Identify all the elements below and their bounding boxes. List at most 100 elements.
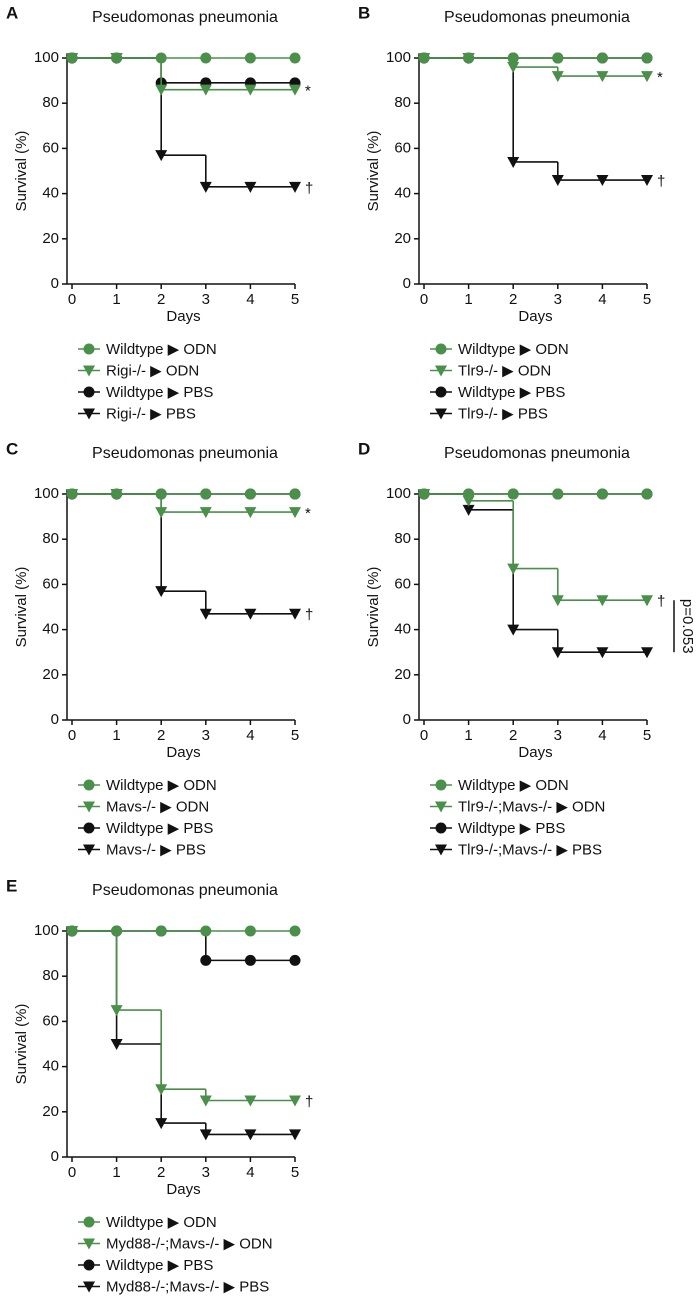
x-tick-label: 0	[420, 291, 428, 308]
marker	[435, 844, 447, 856]
marker	[289, 954, 301, 966]
marker	[289, 1095, 301, 1107]
panel-letter: D	[358, 439, 370, 458]
marker	[507, 488, 519, 500]
marker	[66, 488, 78, 500]
x-tick-label: 5	[291, 1164, 299, 1181]
y-tick-label: 80	[394, 94, 411, 111]
y-tick-label: 20	[42, 230, 59, 247]
x-tick-label: 2	[157, 1164, 165, 1181]
marker	[418, 488, 430, 500]
marker	[244, 608, 257, 620]
marker	[596, 595, 609, 607]
marker	[641, 52, 653, 64]
x-tick-label: 0	[420, 727, 428, 744]
marker	[641, 595, 653, 607]
marker	[552, 52, 564, 64]
marker	[435, 386, 447, 398]
marker	[110, 1039, 123, 1050]
legend-label: Rigi-/- ▶ PBS	[106, 405, 196, 422]
y-tick-label: 80	[394, 530, 411, 547]
marker	[244, 52, 256, 64]
marker	[462, 504, 475, 516]
marker	[551, 71, 564, 83]
marker	[641, 175, 653, 187]
legend-label: Wildtype ▶ PBS	[458, 384, 565, 401]
y-tick-label: 0	[51, 1148, 59, 1165]
marker	[289, 925, 301, 937]
marker	[199, 1095, 212, 1107]
legend-label: Myd88-/-;Mavs-/- ▶ PBS	[106, 1278, 269, 1295]
marker	[641, 647, 653, 659]
marker	[111, 925, 123, 937]
y-tick-label: 20	[394, 666, 411, 683]
marker	[199, 181, 212, 193]
end-label: †	[305, 1093, 313, 1110]
marker	[244, 507, 257, 519]
y-tick-label: 60	[42, 1012, 59, 1029]
end-label: †	[305, 607, 313, 624]
chart-title: Pseudomonas pneumonia	[92, 9, 278, 26]
panel: C Pseudomonas pneumonia 0 20 40 60 80 100 0 1 2 3 4 5…	[6, 439, 313, 858]
marker	[83, 408, 95, 420]
y-tick-label: 40	[42, 185, 59, 202]
marker	[596, 71, 609, 83]
y-tick-label: 60	[394, 575, 411, 592]
marker	[244, 181, 257, 193]
marker	[199, 1129, 212, 1141]
legend-label: Wildtype ▶ ODN	[458, 341, 569, 358]
marker	[155, 925, 167, 937]
x-tick-label: 1	[464, 291, 472, 308]
panel-letter: E	[6, 876, 17, 895]
legend-label: Wildtype ▶ ODN	[106, 341, 217, 358]
y-tick-label: 0	[403, 711, 411, 728]
marker	[83, 844, 95, 856]
panel: E Pseudomonas pneumonia 0 20 40 60 80 100 0 1 2 3 4 5…	[6, 876, 313, 1295]
marker	[200, 925, 212, 937]
marker	[289, 1129, 301, 1141]
panel: A Pseudomonas pneumonia 0 20 40 60 80 100 0 1 2 3 4 5…	[6, 3, 313, 422]
marker	[83, 1238, 95, 1250]
x-tick-label: 2	[157, 727, 165, 744]
marker	[200, 954, 212, 966]
y-tick-label: 40	[42, 621, 59, 638]
marker	[289, 181, 301, 193]
legend-label: Mavs-/- ▶ PBS	[106, 841, 206, 858]
x-tick-label: 3	[202, 1164, 210, 1181]
legend-label: Wildtype ▶ PBS	[106, 384, 213, 401]
y-tick-label: 80	[42, 530, 59, 547]
marker	[83, 1259, 95, 1271]
marker	[435, 822, 447, 834]
marker	[199, 84, 212, 96]
marker	[435, 408, 447, 420]
y-tick-label: 80	[42, 967, 59, 984]
marker	[83, 1216, 95, 1228]
marker	[435, 779, 447, 791]
y-axis-label: Survival (%)	[13, 131, 30, 212]
marker	[244, 488, 256, 500]
marker	[596, 52, 608, 64]
marker	[200, 52, 212, 64]
marker	[155, 84, 168, 96]
x-tick-label: 4	[246, 1164, 254, 1181]
x-tick-label: 3	[202, 291, 210, 308]
panel: D Pseudomonas pneumonia 0 20 40 60 80 100 0 1 2 3 4 5…	[358, 439, 696, 858]
legend-label: Wildtype ▶ ODN	[458, 777, 569, 794]
marker	[507, 156, 520, 168]
end-label: *	[657, 69, 663, 86]
legend-label: Wildtype ▶ ODN	[106, 777, 217, 794]
marker	[435, 343, 447, 355]
panel-letter: C	[6, 439, 18, 458]
marker	[507, 62, 520, 74]
end-label: †	[657, 593, 665, 610]
x-tick-label: 4	[246, 727, 254, 744]
x-axis-label: Days	[166, 308, 200, 325]
x-tick-label: 0	[68, 727, 76, 744]
marker	[66, 52, 78, 64]
legend-label: Tlr9-/- ▶ PBS	[458, 405, 548, 422]
marker	[155, 488, 167, 500]
x-tick-label: 1	[112, 727, 120, 744]
legend-label: Myd88-/-;Mavs-/- ▶ ODN	[106, 1235, 273, 1252]
marker	[244, 1095, 257, 1107]
